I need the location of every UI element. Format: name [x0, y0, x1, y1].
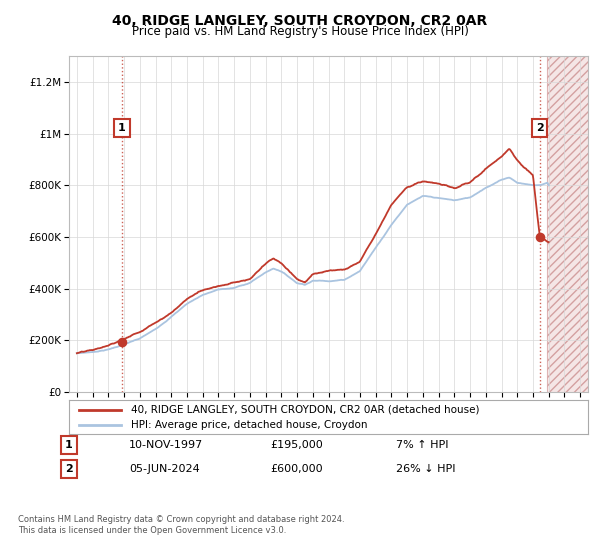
Text: 7% ↑ HPI: 7% ↑ HPI: [396, 440, 449, 450]
Text: 40, RIDGE LANGLEY, SOUTH CROYDON, CR2 0AR: 40, RIDGE LANGLEY, SOUTH CROYDON, CR2 0A…: [112, 14, 488, 28]
Text: 10-NOV-1997: 10-NOV-1997: [129, 440, 203, 450]
Text: 1: 1: [65, 440, 73, 450]
Text: 2: 2: [536, 123, 544, 133]
Point: [535, 232, 545, 241]
Text: Contains HM Land Registry data © Crown copyright and database right 2024.
This d: Contains HM Land Registry data © Crown c…: [18, 515, 344, 535]
Bar: [547, 56, 588, 392]
Text: 2: 2: [65, 464, 73, 474]
Point: [117, 337, 127, 346]
Text: £600,000: £600,000: [270, 464, 323, 474]
Text: 26% ↓ HPI: 26% ↓ HPI: [396, 464, 455, 474]
Bar: [547, 56, 588, 392]
Text: £195,000: £195,000: [270, 440, 323, 450]
Text: Price paid vs. HM Land Registry's House Price Index (HPI): Price paid vs. HM Land Registry's House …: [131, 25, 469, 38]
Text: 1: 1: [118, 123, 126, 133]
Text: HPI: Average price, detached house, Croydon: HPI: Average price, detached house, Croy…: [131, 419, 368, 430]
Text: 40, RIDGE LANGLEY, SOUTH CROYDON, CR2 0AR (detached house): 40, RIDGE LANGLEY, SOUTH CROYDON, CR2 0A…: [131, 405, 480, 415]
Text: 05-JUN-2024: 05-JUN-2024: [129, 464, 200, 474]
